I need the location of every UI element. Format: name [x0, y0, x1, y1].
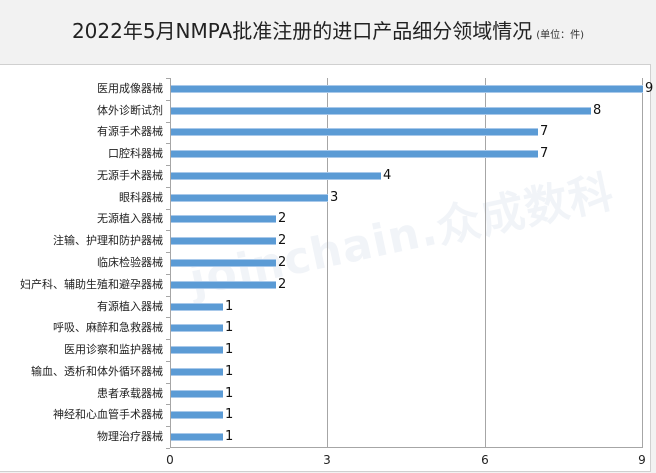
bar	[171, 237, 276, 245]
category-label: 医用成像器械	[97, 82, 163, 95]
value-label: 1	[225, 364, 234, 379]
bar	[171, 215, 276, 223]
bar	[171, 107, 591, 115]
bar	[171, 150, 538, 158]
x-tick-label: 3	[323, 453, 331, 467]
y-tick	[166, 339, 170, 340]
y-tick	[166, 252, 170, 253]
y-tick	[166, 100, 170, 101]
gridline	[642, 78, 643, 448]
bar	[171, 346, 223, 354]
y-tick	[166, 78, 170, 79]
category-label: 体外诊断试剂	[97, 104, 163, 117]
y-tick	[166, 448, 170, 449]
bar	[171, 433, 223, 441]
bar	[171, 172, 381, 180]
value-label: 2	[278, 255, 287, 270]
bar	[171, 128, 538, 136]
chart-title: 2022年5月NMPA批准注册的进口产品细分领域情况 (单位：件)	[0, 15, 656, 44]
y-tick	[166, 404, 170, 405]
value-label: 2	[278, 211, 287, 226]
y-tick	[166, 122, 170, 123]
y-tick	[166, 187, 170, 188]
y-tick	[166, 230, 170, 231]
y-tick	[166, 317, 170, 318]
y-axis	[170, 78, 171, 448]
bar	[171, 194, 328, 202]
category-label: 物理治疗器械	[97, 430, 163, 443]
x-tick-label: 0	[166, 453, 174, 467]
value-label: 7	[540, 146, 549, 161]
y-tick	[166, 361, 170, 362]
category-label: 有源手术器械	[97, 125, 163, 138]
unit-label: (单位：件)	[536, 30, 585, 41]
value-label: 9	[645, 81, 654, 96]
bar	[171, 324, 223, 332]
gridline	[327, 78, 328, 448]
value-label: 8	[593, 103, 602, 118]
value-label: 1	[225, 407, 234, 422]
value-label: 4	[383, 168, 392, 183]
x-axis	[170, 447, 642, 448]
category-label: 输血、透析和体外循环器械	[31, 365, 163, 378]
category-label: 临床检验器械	[97, 256, 163, 269]
y-tick	[166, 209, 170, 210]
value-label: 2	[278, 277, 287, 292]
bar	[171, 390, 223, 398]
y-tick	[166, 143, 170, 144]
value-label: 2	[278, 233, 287, 248]
y-tick	[166, 165, 170, 166]
x-tick-label: 9	[638, 453, 646, 467]
x-tick-label: 6	[481, 453, 489, 467]
category-label: 注输、护理和防护器械	[53, 234, 163, 247]
category-label: 无源植入器械	[97, 212, 163, 225]
gridline	[485, 78, 486, 448]
y-tick	[166, 426, 170, 427]
category-label: 无源手术器械	[97, 169, 163, 182]
category-label: 呼吸、麻醉和急救器械	[53, 321, 163, 334]
category-label: 患者承载器械	[97, 387, 163, 400]
value-label: 1	[225, 386, 234, 401]
chart-title-text: 2022年5月NMPA批准注册的进口产品细分领域情况	[71, 19, 533, 43]
category-label: 妇产科、辅助生殖和避孕器械	[20, 278, 163, 291]
category-label: 口腔科器械	[108, 147, 163, 160]
bar	[171, 85, 643, 93]
category-label: 神经和心血管手术器械	[53, 408, 163, 421]
category-label: 医用诊察和监护器械	[64, 343, 163, 356]
y-tick	[166, 383, 170, 384]
y-tick	[166, 274, 170, 275]
value-label: 1	[225, 342, 234, 357]
y-tick	[166, 296, 170, 297]
bar	[171, 411, 223, 419]
bar	[171, 259, 276, 267]
title-band: 2022年5月NMPA批准注册的进口产品细分领域情况 (单位：件)	[0, 0, 656, 64]
value-label: 1	[225, 429, 234, 444]
category-label: 眼科器械	[119, 191, 163, 204]
value-label: 1	[225, 299, 234, 314]
bar	[171, 281, 276, 289]
value-label: 1	[225, 320, 234, 335]
value-label: 3	[330, 190, 339, 205]
value-label: 7	[540, 124, 549, 139]
bar	[171, 303, 223, 311]
category-label: 有源植入器械	[97, 300, 163, 313]
bar	[171, 368, 223, 376]
